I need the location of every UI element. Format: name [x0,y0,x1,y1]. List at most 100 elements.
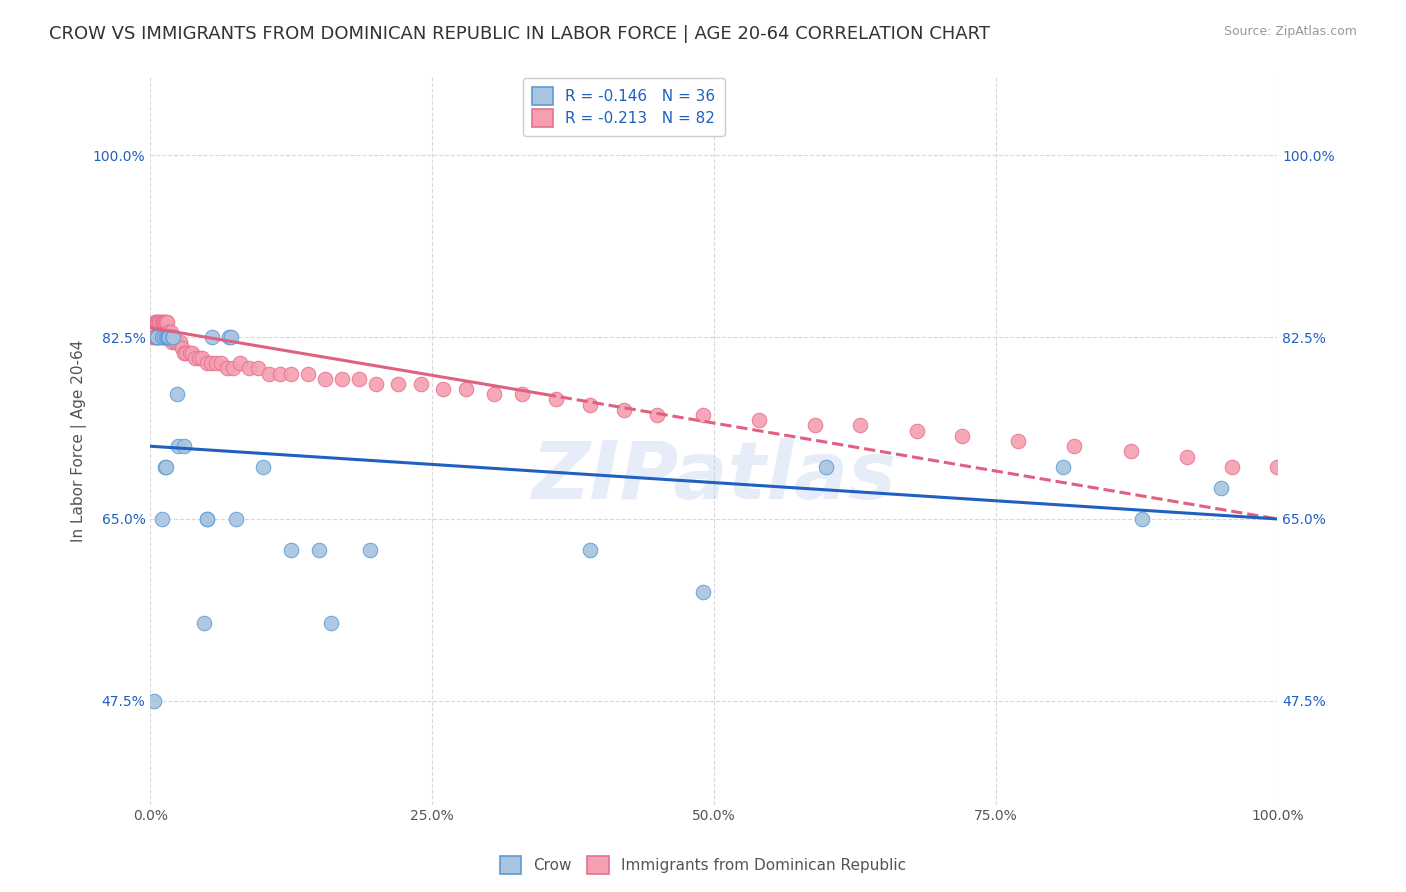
Point [1220,460,1243,475]
Point [173,439,195,453]
Point [146,314,169,328]
Point [613,402,636,417]
Point [209,356,232,370]
Point [201,330,224,344]
Point [181,345,204,359]
Point [229,356,252,370]
Point [155,460,177,475]
Point [152,330,174,344]
Point [145,314,167,328]
Point [152,314,174,328]
Point [297,367,319,381]
Point [544,392,567,407]
Point [308,543,330,558]
Point [510,387,533,401]
Point [143,314,166,328]
Point [160,330,183,344]
Point [146,330,169,344]
Text: Source: ZipAtlas.com: Source: ZipAtlas.com [1223,25,1357,38]
Point [153,330,176,344]
Point [153,330,176,344]
Point [159,325,181,339]
Point [692,584,714,599]
Legend: R = -0.146   N = 36, R = -0.213   N = 82: R = -0.146 N = 36, R = -0.213 N = 82 [523,78,724,136]
Point [849,418,872,433]
Point [157,325,180,339]
Point [204,356,226,370]
Point [221,361,243,376]
Text: CROW VS IMMIGRANTS FROM DOMINICAN REPUBLIC IN LABOR FORCE | AGE 20-64 CORRELATIO: CROW VS IMMIGRANTS FROM DOMINICAN REPUBL… [49,25,990,43]
Point [170,341,193,355]
Point [647,408,669,422]
Point [153,314,176,328]
Point [150,512,173,526]
Y-axis label: In Labor Force | Age 20-64: In Labor Force | Age 20-64 [72,340,87,542]
Point [578,543,600,558]
Point [149,330,172,344]
Point [160,335,183,350]
Point [1130,512,1153,526]
Legend: Crow, Immigrants from Dominican Republic: Crow, Immigrants from Dominican Republic [494,850,912,880]
Point [314,372,336,386]
Point [215,361,238,376]
Point [148,330,170,344]
Point [184,351,207,365]
Point [153,330,176,344]
Point [804,418,827,433]
Point [454,382,477,396]
Point [191,351,214,365]
Point [347,372,370,386]
Point [179,345,201,359]
Point [221,330,243,344]
Point [173,345,195,359]
Point [193,615,215,630]
Point [155,314,177,328]
Point [150,330,173,344]
Point [169,335,191,350]
Point [1119,444,1142,458]
Point [156,314,179,328]
Point [176,345,198,359]
Point [409,376,432,391]
Point [482,387,505,401]
Point [280,367,302,381]
Point [156,330,179,344]
Point [150,330,173,344]
Point [225,512,247,526]
Point [748,413,770,427]
Point [149,314,172,328]
Point [319,615,342,630]
Point [143,330,166,344]
Point [167,439,190,453]
Point [1063,439,1085,453]
Point [148,314,170,328]
Point [218,330,240,344]
Point [146,330,169,344]
Point [1265,460,1288,475]
Point [155,330,177,344]
Point [159,330,181,344]
Point [142,330,165,344]
Point [165,335,187,350]
Point [330,372,353,386]
Point [692,408,714,422]
Point [257,367,280,381]
Point [815,460,838,475]
Point [157,330,180,344]
Point [195,356,218,370]
Point [153,314,176,328]
Point [150,314,173,328]
Point [238,361,260,376]
Point [200,356,222,370]
Point [578,398,600,412]
Point [159,330,181,344]
Point [146,314,169,328]
Point [141,330,163,344]
Point [1175,450,1198,464]
Point [195,512,218,526]
Point [195,512,218,526]
Point [146,330,169,344]
Point [359,543,381,558]
Point [142,694,165,708]
Point [252,460,274,475]
